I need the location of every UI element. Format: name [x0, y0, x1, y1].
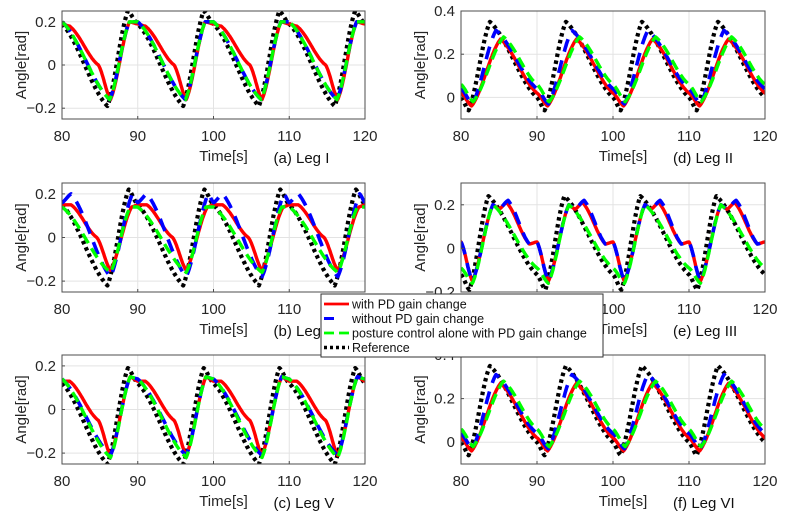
x-axis-label: Time[s]	[199, 493, 248, 510]
y-tick-label: 0.2	[434, 46, 455, 63]
y-tick-label: −0.2	[26, 273, 56, 290]
subplot-caption: (d) Leg II	[673, 150, 733, 167]
x-axis-label: Time[s]	[199, 321, 248, 338]
subplot-caption: (f) Leg VI	[673, 495, 735, 512]
legend-label: Reference	[352, 341, 410, 355]
series-line-posture-control-alone-with-pd-gain-change	[62, 20, 365, 102]
series-line-with-pd-gain-change	[461, 37, 765, 108]
y-axis-label: Angle[rad]	[13, 375, 30, 443]
x-tick-label: 120	[752, 473, 777, 490]
y-tick-label: 0.2	[35, 358, 56, 375]
x-tick-label: 100	[201, 301, 226, 318]
x-tick-label: 120	[752, 301, 777, 318]
subplot-caption: (c) Leg V	[274, 495, 335, 512]
x-tick-label: 80	[54, 473, 71, 490]
x-tick-label: 80	[453, 473, 470, 490]
y-tick-label: 0	[48, 57, 56, 74]
y-tick-label: 0.2	[35, 14, 56, 31]
x-tick-label: 100	[600, 128, 625, 145]
series-line-without-pd-gain-change	[62, 192, 365, 279]
y-axis-label: Angle[rad]	[412, 31, 429, 99]
y-tick-label: 0	[48, 230, 56, 247]
x-tick-label: 110	[277, 301, 301, 318]
y-tick-label: 0.2	[434, 391, 455, 408]
series-line-without-pd-gain-change	[461, 372, 765, 451]
x-tick-label: 90	[129, 301, 146, 318]
x-axis-label: Time[s]	[599, 148, 648, 165]
x-tick-label: 100	[600, 301, 625, 318]
x-tick-label: 90	[129, 473, 146, 490]
y-tick-label: 0.2	[434, 197, 455, 214]
legend-box	[320, 293, 604, 358]
legend-label: with PD gain change	[351, 298, 467, 312]
y-axis-label: Angle[rad]	[13, 203, 30, 271]
legend-label: posture control alone with PD gain chang…	[352, 327, 587, 341]
x-tick-label: 80	[54, 128, 71, 145]
subplot-c: 80 90 100 110 120 −0.2 0 0.2 Angle[rad] Time[s] (c…	[13, 354, 378, 512]
x-tick-label: 110	[677, 301, 701, 318]
subplot-d: 80 90 100 110 120 0 0.2 0.4 Angle[rad] Time[s] (d)…	[412, 3, 778, 167]
x-tick-label: 110	[677, 128, 701, 145]
subplot-e: 8090100110120−0.200.2Angle[rad]Time[s](e…	[412, 182, 778, 340]
x-tick-label: 90	[529, 128, 546, 145]
subplot-a: 80 90 100 110 120 −0.2 0 0.2 Angle[rad] Time[s] (a…	[13, 10, 378, 167]
x-tick-label: 120	[352, 128, 377, 145]
series-line-posture-control-alone-with-pd-gain-change	[62, 205, 365, 275]
x-tick-label: 100	[600, 473, 625, 490]
y-tick-label: 0.2	[35, 186, 56, 203]
x-tick-label: 100	[201, 473, 226, 490]
y-tick-label: 0	[48, 402, 56, 419]
y-tick-label: 0	[447, 240, 455, 257]
x-tick-label: 90	[529, 473, 546, 490]
series-line-posture-control-alone-with-pd-gain-change	[461, 379, 765, 449]
subplot-b: 8090100110120−0.200.2Angle[rad]Time[s](b…	[13, 182, 378, 340]
x-axis-label: Time[s]	[599, 321, 648, 338]
x-axis-label: Time[s]	[199, 148, 248, 165]
x-axis-label: Time[s]	[599, 493, 648, 510]
x-tick-label: 110	[677, 473, 701, 490]
x-tick-label: 100	[201, 128, 226, 145]
x-tick-label: 110	[277, 128, 301, 145]
x-tick-label: 120	[752, 128, 777, 145]
x-tick-label: 80	[54, 301, 71, 318]
series-line-reference	[461, 194, 765, 292]
y-tick-label: 0	[447, 89, 455, 106]
y-axis-label: Angle[rad]	[13, 31, 30, 99]
y-axis-label: Angle[rad]	[412, 203, 429, 271]
series-line-without-pd-gain-change	[461, 28, 765, 106]
y-axis-label: Angle[rad]	[412, 375, 429, 443]
y-tick-label: −0.2	[26, 100, 56, 117]
series-line-posture-control-alone-with-pd-gain-change	[461, 35, 765, 104]
x-tick-label: 110	[277, 473, 301, 490]
legend-label: without PD gain change	[351, 312, 484, 326]
subplot-caption: (a) Leg I	[274, 150, 330, 167]
x-tick-label: 120	[352, 473, 377, 490]
y-tick-label: −0.2	[26, 445, 56, 462]
subplot-caption: (e) Leg III	[673, 323, 737, 340]
subplot-f: 809010011012000.20.4Angle[rad]Time[s](f)…	[412, 347, 778, 512]
y-tick-label: 0	[447, 434, 455, 451]
y-tick-label: 0.4	[434, 3, 455, 20]
series-line-posture-control-alone-with-pd-gain-change	[62, 375, 365, 460]
x-tick-label: 90	[129, 128, 146, 145]
x-tick-label: 80	[453, 128, 470, 145]
